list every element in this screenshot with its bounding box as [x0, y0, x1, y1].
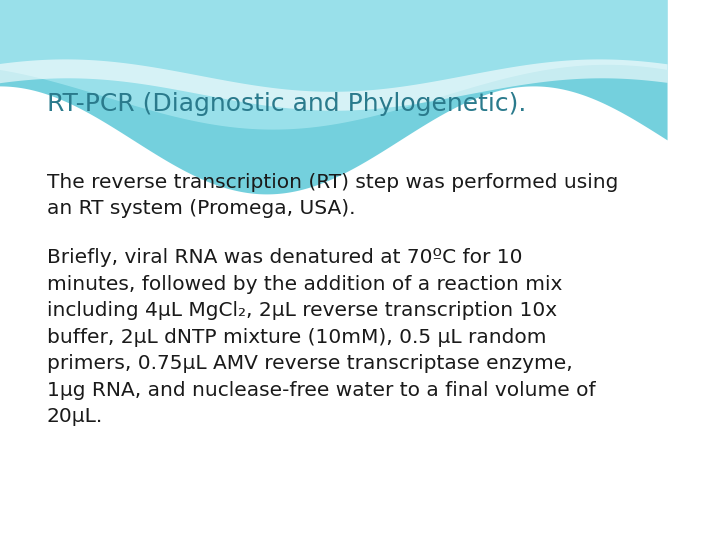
Text: Briefly, viral RNA was denatured at 70ºC for 10
minutes, followed by the additio: Briefly, viral RNA was denatured at 70ºC… [47, 248, 595, 427]
PathPatch shape [0, 0, 667, 194]
PathPatch shape [0, 0, 667, 130]
PathPatch shape [0, 59, 667, 111]
Text: The reverse transcription (RT) step was performed using
an RT system (Promega, U: The reverse transcription (RT) step was … [47, 173, 618, 218]
Text: RT-PCR (Diagnostic and Phylogenetic).: RT-PCR (Diagnostic and Phylogenetic). [47, 92, 526, 116]
